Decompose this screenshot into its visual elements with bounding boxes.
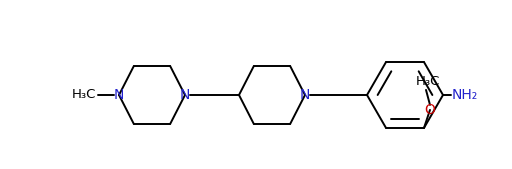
Text: N: N	[300, 88, 310, 102]
Text: H₃C: H₃C	[416, 75, 440, 88]
Text: O: O	[424, 103, 435, 117]
Text: NH₂: NH₂	[452, 88, 478, 102]
Text: N: N	[114, 88, 124, 102]
Text: N: N	[180, 88, 190, 102]
Text: H₃C: H₃C	[72, 89, 96, 102]
